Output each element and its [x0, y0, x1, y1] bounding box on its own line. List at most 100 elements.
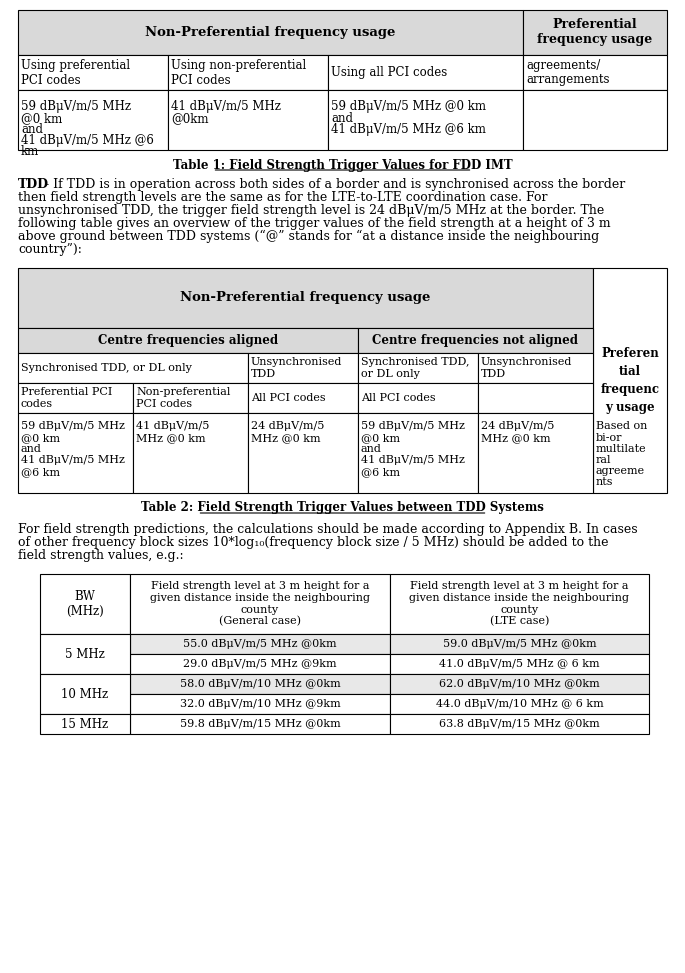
Bar — [390, 634, 649, 654]
Bar — [593, 268, 667, 493]
Bar — [168, 55, 328, 90]
Bar — [40, 574, 130, 634]
Bar — [390, 654, 649, 674]
Text: field strength values, e.g.:: field strength values, e.g.: — [18, 549, 184, 562]
Text: and: and — [361, 444, 382, 454]
Text: 41 dBμV/m/5 MHz: 41 dBμV/m/5 MHz — [21, 455, 125, 465]
Text: Synchronised TDD,
or DL only: Synchronised TDD, or DL only — [361, 357, 469, 378]
Text: 58.0 dBμV/m/10 MHz @0km: 58.0 dBμV/m/10 MHz @0km — [179, 679, 340, 689]
Text: of other frequency block sizes 10*log₁₀(frequency block size / 5 MHz) should be : of other frequency block sizes 10*log₁₀(… — [18, 536, 608, 549]
Bar — [18, 55, 168, 90]
Text: 32.0 dBμV/m/10 MHz @9km: 32.0 dBμV/m/10 MHz @9km — [179, 699, 340, 709]
Text: Non-preferential
PCI codes: Non-preferential PCI codes — [136, 387, 230, 409]
Text: Non-Preferential frequency usage: Non-Preferential frequency usage — [180, 292, 431, 305]
Text: @0 km: @0 km — [21, 112, 62, 125]
Text: 24 dBμV/m/5: 24 dBμV/m/5 — [481, 421, 554, 431]
Text: country”):: country”): — [18, 243, 82, 256]
Text: 24 dBμV/m/5: 24 dBμV/m/5 — [251, 421, 325, 431]
Text: km: km — [21, 145, 39, 158]
Text: nts: nts — [596, 477, 614, 487]
Text: and: and — [21, 444, 42, 454]
Text: Based on: Based on — [596, 421, 647, 431]
Text: 41.0 dBμV/m/5 MHz @ 6 km: 41.0 dBμV/m/5 MHz @ 6 km — [439, 659, 600, 669]
Text: All PCI codes: All PCI codes — [251, 393, 325, 403]
Bar — [130, 574, 390, 634]
Bar — [130, 694, 390, 714]
Text: @0 km: @0 km — [21, 433, 60, 443]
Bar — [523, 90, 667, 150]
Text: MHz @0 km: MHz @0 km — [251, 433, 321, 443]
Bar — [478, 383, 593, 413]
Bar — [390, 714, 649, 734]
Text: MHz @0 km: MHz @0 km — [136, 433, 206, 443]
Text: 41 dBμV/m/5 MHz @6 km: 41 dBμV/m/5 MHz @6 km — [331, 123, 486, 136]
Text: Unsynchronised
TDD: Unsynchronised TDD — [481, 357, 573, 378]
Bar — [248, 353, 358, 383]
Text: 15 MHz: 15 MHz — [62, 717, 108, 731]
Text: 29.0 dBμV/m/5 MHz @9km: 29.0 dBμV/m/5 MHz @9km — [183, 659, 337, 669]
Text: For field strength predictions, the calculations should be made according to App: For field strength predictions, the calc… — [18, 523, 638, 536]
Text: bi-or: bi-or — [596, 433, 623, 443]
Bar — [478, 353, 593, 383]
Text: and: and — [21, 123, 43, 136]
Bar — [40, 674, 130, 714]
Text: unsynchronised TDD, the trigger field strength level is 24 dBμV/m/5 MHz at the b: unsynchronised TDD, the trigger field st… — [18, 204, 604, 217]
Bar — [358, 353, 478, 383]
Text: 59 dBμV/m/5 MHz: 59 dBμV/m/5 MHz — [21, 100, 131, 113]
Text: Table 2: Field Strength Trigger Values between TDD Systems: Table 2: Field Strength Trigger Values b… — [141, 501, 544, 515]
Bar — [40, 634, 130, 674]
Text: then field strength levels are the same as for the LTE-to-LTE coordination case.: then field strength levels are the same … — [18, 191, 547, 204]
Text: agreeme: agreeme — [596, 466, 645, 476]
Text: 59.0 dBμV/m/5 MHz @0km: 59.0 dBμV/m/5 MHz @0km — [443, 639, 597, 649]
Text: Using non-preferential
PCI codes: Using non-preferential PCI codes — [171, 58, 306, 87]
Text: MHz @0 km: MHz @0 km — [481, 433, 551, 443]
Text: 62.0 dBμV/m/10 MHz @0km: 62.0 dBμV/m/10 MHz @0km — [439, 679, 600, 689]
Bar — [130, 674, 390, 694]
Bar — [18, 268, 593, 328]
Bar — [358, 328, 593, 353]
Text: multilate: multilate — [596, 444, 647, 454]
Text: 55.0 dBμV/m/5 MHz @0km: 55.0 dBμV/m/5 MHz @0km — [183, 639, 337, 649]
Text: @6 km: @6 km — [21, 467, 60, 477]
Text: 41 dBμV/m/5 MHz: 41 dBμV/m/5 MHz — [171, 100, 281, 113]
Text: Using preferential
PCI codes: Using preferential PCI codes — [21, 58, 130, 87]
Bar — [390, 694, 649, 714]
Text: 41 dBμV/m/5: 41 dBμV/m/5 — [136, 421, 210, 431]
Bar — [133, 383, 248, 413]
Bar — [133, 413, 248, 493]
Text: @0km: @0km — [171, 112, 208, 125]
Text: All PCI codes: All PCI codes — [361, 393, 436, 403]
Bar — [523, 55, 667, 90]
Bar — [358, 383, 478, 413]
Bar — [523, 10, 667, 55]
Bar — [18, 10, 523, 55]
Bar — [248, 413, 358, 493]
Bar — [168, 90, 328, 150]
Text: agreements/
arrangements: agreements/ arrangements — [526, 58, 610, 87]
Bar — [130, 634, 390, 654]
Text: Field strength level at 3 m height for a
given distance inside the neighbouring
: Field strength level at 3 m height for a… — [150, 582, 370, 627]
Text: 5 MHz: 5 MHz — [65, 647, 105, 661]
Text: ral: ral — [596, 455, 612, 465]
Text: Table 1: Field Strength Trigger Values for FDD IMT: Table 1: Field Strength Trigger Values f… — [173, 159, 512, 171]
Text: @6 km: @6 km — [361, 467, 400, 477]
Text: Centre frequencies aligned: Centre frequencies aligned — [98, 334, 278, 347]
Bar — [18, 353, 248, 383]
Text: following table gives an overview of the trigger values of the field strength at: following table gives an overview of the… — [18, 217, 610, 230]
Bar — [358, 413, 478, 493]
Bar — [18, 413, 133, 493]
Text: 59 dBμV/m/5 MHz @0 km: 59 dBμV/m/5 MHz @0 km — [331, 100, 486, 113]
Text: Unsynchronised
TDD: Unsynchronised TDD — [251, 357, 342, 378]
Bar — [18, 328, 358, 353]
Text: Non-Preferential frequency usage: Non-Preferential frequency usage — [145, 26, 396, 39]
Text: Preferential PCI
codes: Preferential PCI codes — [21, 387, 112, 409]
Bar — [390, 674, 649, 694]
Bar — [248, 383, 358, 413]
Text: - If TDD is in operation across both sides of a border and is synchronised acros: - If TDD is in operation across both sid… — [41, 178, 625, 191]
Bar — [390, 574, 649, 634]
Bar — [40, 714, 130, 734]
Text: TDD: TDD — [18, 178, 49, 191]
Text: 63.8 dBμV/m/15 MHz @0km: 63.8 dBμV/m/15 MHz @0km — [439, 719, 600, 729]
Bar — [130, 654, 390, 674]
Text: 41 dBμV/m/5 MHz @6: 41 dBμV/m/5 MHz @6 — [21, 134, 154, 147]
